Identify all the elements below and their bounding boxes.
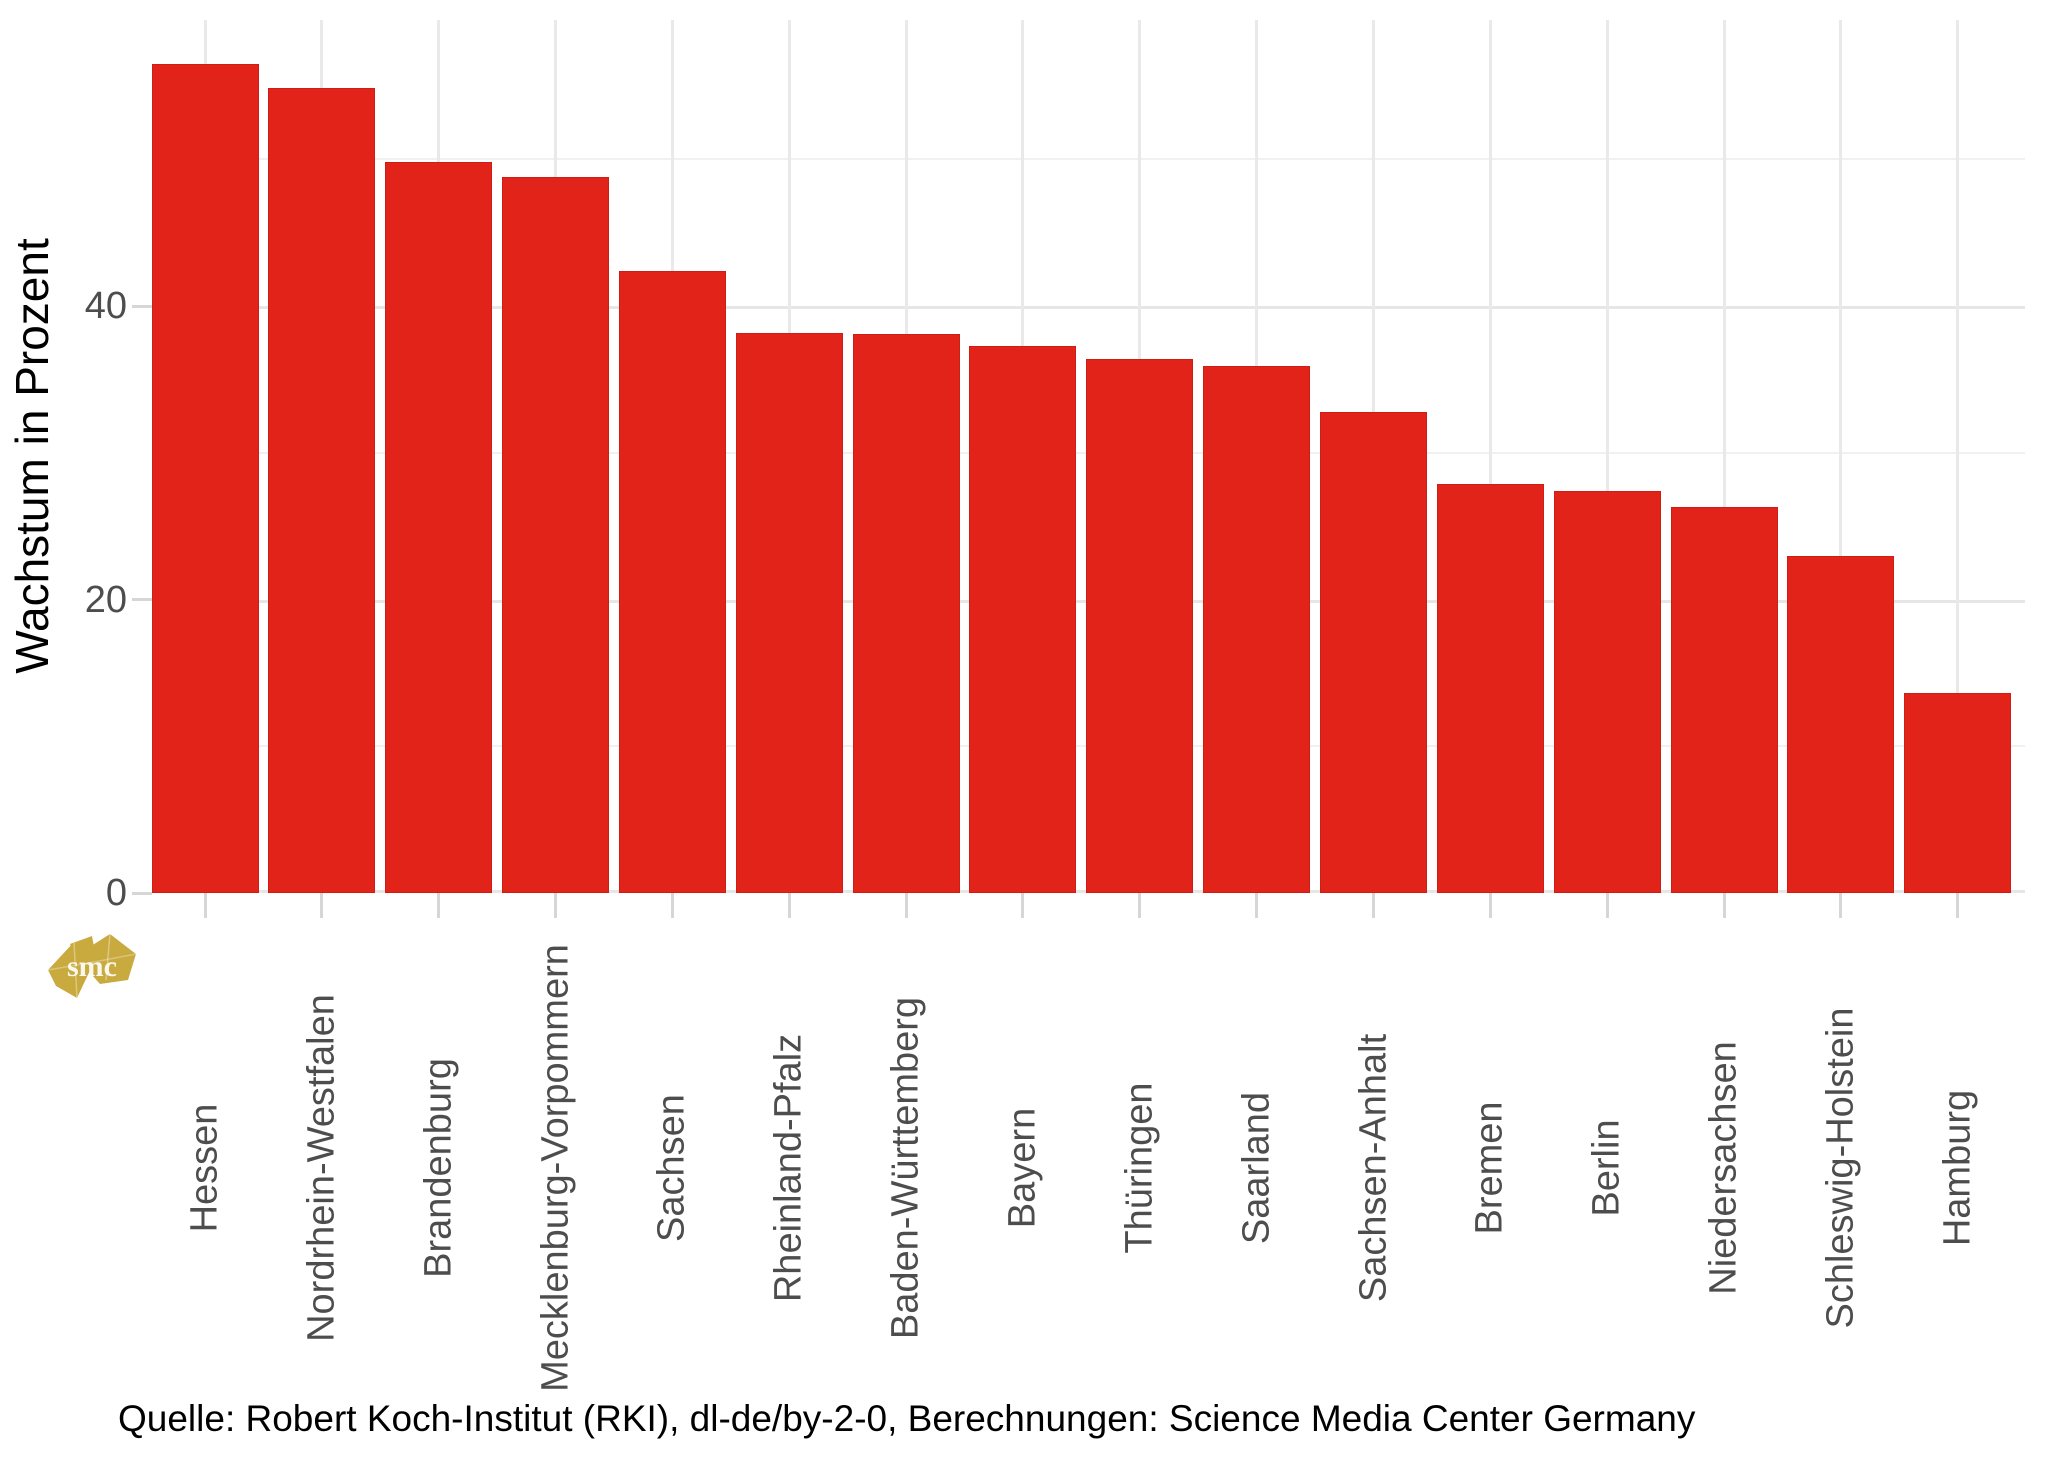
x-tick-label: Sachsen bbox=[650, 1094, 693, 1242]
bar-hessen bbox=[151, 64, 259, 893]
x-tick-mark bbox=[437, 893, 441, 918]
x-tick-mark bbox=[1255, 893, 1259, 918]
y-tick-label: 20 bbox=[84, 578, 127, 621]
x-tick-mark bbox=[1372, 893, 1375, 918]
x-tick-mark bbox=[1605, 893, 1609, 918]
y-tick-label: 0 bbox=[105, 872, 127, 914]
x-tick-mark bbox=[1138, 893, 1142, 918]
bar-saarland bbox=[1203, 366, 1311, 893]
bar-bremen bbox=[1436, 483, 1544, 893]
y-tick-mark bbox=[132, 304, 152, 308]
bar-th-ringen bbox=[1086, 358, 1194, 893]
bar-sachsen-anhalt bbox=[1320, 411, 1427, 893]
bar-niedersachsen bbox=[1670, 507, 1778, 893]
x-tick-mark bbox=[554, 893, 558, 918]
x-tick-mark bbox=[320, 893, 324, 918]
x-tick-label: Rheinland-Pfalz bbox=[767, 1033, 810, 1303]
x-tick-label: Niedersachsen bbox=[1702, 1041, 1745, 1295]
gridline-vertical bbox=[1488, 20, 1492, 893]
smc-logo-text: smc bbox=[67, 950, 117, 983]
x-tick-mark bbox=[787, 893, 791, 918]
x-tick-mark bbox=[1722, 893, 1726, 918]
x-tick-mark bbox=[670, 893, 674, 918]
x-tick-label: Thüringen bbox=[1118, 1082, 1161, 1254]
gridline-vertical bbox=[1722, 20, 1726, 893]
gridline-vertical bbox=[1605, 20, 1609, 893]
x-tick-label: Saarland bbox=[1235, 1091, 1278, 1245]
bar-mecklenburg-vorpommern bbox=[502, 177, 610, 893]
x-tick-mark bbox=[203, 893, 207, 918]
x-tick-label: Baden-Württemberg bbox=[884, 996, 927, 1340]
gridline-minor-y50 bbox=[152, 158, 2025, 161]
x-tick-label: Schleswig-Holstein bbox=[1819, 1007, 1862, 1329]
x-tick-label: Mecklenburg-Vorpommern bbox=[534, 944, 577, 1392]
plot-panel bbox=[151, 20, 2025, 893]
gridline-major-y40 bbox=[152, 306, 2025, 310]
bar-schleswig-holstein bbox=[1787, 555, 1895, 893]
bar-bayern bbox=[969, 345, 1077, 893]
smc-logo-shape bbox=[47, 933, 137, 999]
gridline-vertical bbox=[1956, 20, 1960, 893]
gridline-vertical bbox=[1839, 20, 1843, 893]
y-tick-label: 40 bbox=[84, 285, 127, 328]
smc-logo: smc bbox=[47, 933, 137, 999]
x-tick-mark bbox=[904, 893, 908, 918]
bar-sachsen bbox=[618, 270, 726, 893]
x-tick-mark bbox=[1956, 893, 1960, 918]
x-tick-label: Berlin bbox=[1585, 1119, 1628, 1217]
source-caption: Quelle: Robert Koch-Institut (RKI), dl-d… bbox=[118, 1398, 1696, 1439]
x-tick-mark bbox=[1021, 893, 1025, 918]
bar-baden-w-rttemberg bbox=[852, 334, 960, 893]
x-tick-label: Hessen bbox=[183, 1103, 226, 1233]
x-tick-label: Hamburg bbox=[1936, 1089, 1979, 1247]
y-tick-mark bbox=[132, 891, 152, 895]
x-tick-mark bbox=[1488, 893, 1492, 918]
bar-hamburg bbox=[1904, 693, 2012, 893]
bar-rheinland-pfalz bbox=[735, 332, 843, 893]
bar-nordrhein-westfalen bbox=[268, 87, 376, 893]
bar-berlin bbox=[1553, 490, 1661, 893]
x-tick-label: Bayern bbox=[1001, 1107, 1044, 1229]
x-tick-mark bbox=[1839, 893, 1843, 918]
y-tick-mark bbox=[132, 598, 152, 602]
x-tick-label: Bremen bbox=[1468, 1101, 1511, 1235]
x-tick-label: Nordrhein-Westfalen bbox=[300, 994, 343, 1342]
x-tick-label: Brandenburg bbox=[417, 1058, 460, 1278]
bar-brandenburg bbox=[385, 162, 493, 893]
x-tick-label: Sachsen-Anhalt bbox=[1352, 1033, 1394, 1303]
